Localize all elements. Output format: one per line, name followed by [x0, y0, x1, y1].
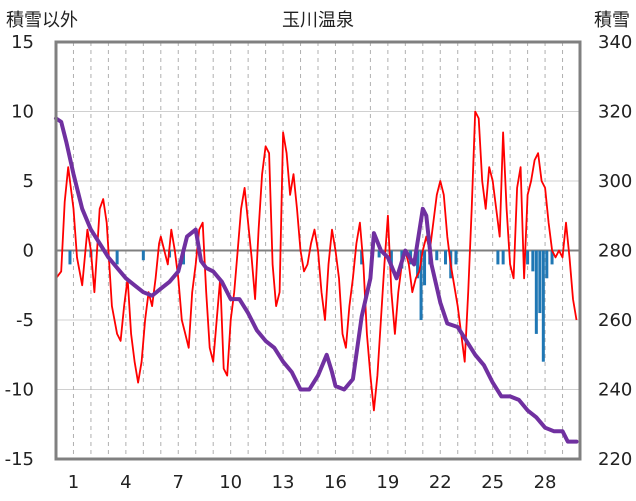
precipitation-bar	[541, 250, 545, 362]
precipitation-bar	[454, 250, 458, 265]
x-tick-label: 28	[534, 472, 557, 493]
precipitation-bar	[360, 250, 364, 265]
y-left-tick-label: -10	[5, 380, 34, 401]
left-y-axis-ticks: 15 10 5 0 -5 -10 -15	[5, 32, 34, 470]
precipitation-bar	[550, 250, 554, 265]
precipitation-bar	[389, 250, 393, 265]
precipitation-bar	[435, 250, 439, 261]
x-tick-label: 25	[481, 472, 504, 493]
y-right-tick-label: 220	[598, 449, 632, 470]
precipitation-bars	[68, 250, 554, 362]
precipitation-bar	[496, 250, 500, 265]
left-axis-label: 積雪以外	[6, 10, 78, 31]
x-tick-label: 10	[219, 472, 242, 493]
x-tick-label: 1	[68, 472, 79, 493]
precipitation-bar	[526, 250, 530, 265]
precipitation-bar	[115, 250, 119, 265]
chart-title: 玉川温泉	[282, 10, 354, 31]
precipitation-bar	[444, 250, 448, 265]
precipitation-bar	[534, 250, 538, 334]
precipitation-bar	[377, 250, 381, 258]
right-y-axis-ticks: 340 320 300 280 260 240 220	[598, 32, 632, 470]
x-tick-label: 13	[272, 472, 295, 493]
x-tick-label: 7	[173, 472, 184, 493]
y-left-tick-label: 5	[23, 171, 34, 192]
precipitation-bar	[531, 250, 535, 272]
y-right-tick-label: 320	[598, 102, 632, 123]
y-left-tick-label: -5	[16, 310, 34, 331]
precipitation-bar	[545, 250, 549, 279]
series-snow-depth-line	[54, 116, 579, 444]
y-right-tick-label: 340	[598, 32, 632, 53]
y-left-tick-label: 10	[11, 102, 34, 123]
y-left-tick-label: -15	[5, 449, 34, 470]
precipitation-bar	[501, 250, 505, 265]
y-right-tick-label: 260	[598, 310, 632, 331]
plot-frame	[54, 40, 582, 461]
y-right-tick-label: 240	[598, 380, 632, 401]
x-tick-label: 4	[120, 472, 131, 493]
precipitation-bar	[419, 250, 423, 320]
x-tick-label: 16	[324, 472, 347, 493]
precipitation-bar	[538, 250, 542, 314]
x-axis-ticks: 1 4 7 10 13 16 19 22 25 28	[68, 472, 557, 493]
x-tick-label: 22	[429, 472, 452, 493]
precipitation-bar	[423, 250, 427, 286]
y-right-tick-label: 280	[598, 241, 632, 262]
y-left-tick-label: 0	[23, 241, 34, 262]
x-tick-label: 19	[376, 472, 399, 493]
y-left-tick-label: 15	[11, 32, 34, 53]
precipitation-bar	[141, 250, 145, 261]
precipitation-bar	[68, 250, 72, 265]
right-axis-label: 積雪	[594, 10, 630, 31]
y-right-tick-label: 300	[598, 171, 632, 192]
precipitation-bar	[416, 250, 420, 279]
